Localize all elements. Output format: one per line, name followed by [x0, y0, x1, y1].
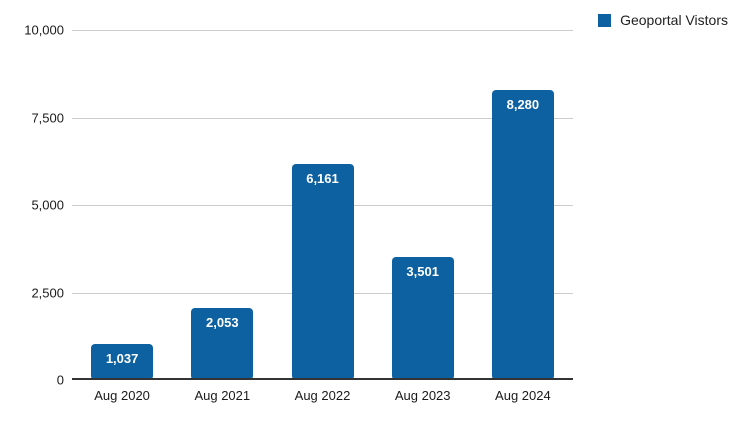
x-axis-tick-label: Aug 2022	[294, 388, 351, 403]
x-axis-line	[72, 378, 573, 380]
legend-label: Geoportal Vistors	[620, 12, 728, 28]
bar-aug-2020[interactable]: 1,037	[91, 343, 154, 380]
x-axis-tick-label: Aug 2020	[94, 388, 150, 403]
y-axis-tick-label: 7,500	[31, 110, 64, 125]
bar-aug-2022[interactable]: 6,161	[291, 164, 354, 380]
y-axis-tick-label: 2,500	[31, 285, 64, 300]
x-axis-tick-label: Aug 2023	[394, 388, 451, 403]
bar-aug-2024[interactable]: 8,280	[491, 90, 554, 380]
gridline	[72, 117, 573, 119]
y-axis-tick-label: 5,000	[31, 197, 64, 213]
bar-value-label: 8,280	[506, 97, 540, 113]
bar-aug-2023[interactable]: 3,501	[391, 257, 454, 380]
x-axis-tick-label: Aug 2024	[495, 388, 551, 403]
gridline	[72, 30, 573, 31]
y-axis-tick-label: 0	[56, 372, 64, 388]
x-axis-tick-label: Aug 2021	[194, 388, 251, 403]
bar-value-label: 3,501	[406, 264, 439, 280]
bar-value-label: 2,053	[206, 315, 239, 331]
y-axis-tick-label: 10,000	[24, 22, 64, 38]
plot-area: 1,037 2,053 6,161 3,501 8,280	[72, 30, 573, 380]
bar-aug-2021[interactable]: 2,053	[191, 308, 254, 380]
bar-value-label: 1,037	[105, 350, 139, 366]
legend: Geoportal Vistors	[598, 12, 728, 28]
legend-swatch-icon	[598, 14, 612, 27]
bar-value-label: 6,161	[306, 171, 339, 187]
